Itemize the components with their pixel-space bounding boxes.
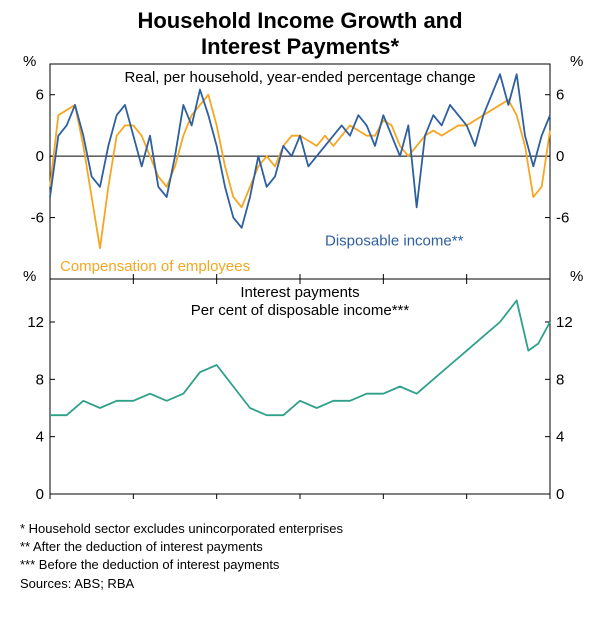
- svg-text:0: 0: [556, 148, 564, 165]
- svg-text:6: 6: [36, 87, 44, 104]
- svg-text:%: %: [570, 268, 583, 285]
- svg-text:4: 4: [36, 429, 44, 446]
- svg-text:%: %: [570, 53, 583, 70]
- footnote: * Household sector excludes unincorporat…: [0, 520, 600, 538]
- svg-text:12: 12: [556, 314, 573, 331]
- footnote: *** Before the deduction of interest pay…: [0, 556, 600, 574]
- svg-text:-6: -6: [31, 210, 44, 227]
- svg-text:4: 4: [556, 429, 564, 446]
- svg-text:Disposable income**: Disposable income**: [325, 232, 464, 249]
- svg-text:Real, per household, year-ende: Real, per household, year-ended percenta…: [124, 69, 475, 86]
- svg-text:Per cent of disposable income*: Per cent of disposable income***: [191, 302, 410, 319]
- svg-text:8: 8: [36, 371, 44, 388]
- sources: Sources: ABS; RBA: [0, 575, 600, 593]
- svg-text:Compensation of employees: Compensation of employees: [60, 258, 250, 275]
- chart-svg: -6 -6 0 0 6 6%% Real, per household, year-ende…: [0, 0, 600, 500]
- chart-container: Household Income Growth and Interest Pay…: [0, 0, 600, 631]
- svg-text:Interest payments: Interest payments: [240, 284, 359, 301]
- svg-text:8: 8: [556, 371, 564, 388]
- svg-text:0: 0: [36, 486, 44, 500]
- svg-text:-6: -6: [556, 210, 569, 227]
- svg-text:0: 0: [556, 486, 564, 500]
- footnotes: * Household sector excludes unincorporat…: [0, 520, 600, 593]
- svg-text:%: %: [23, 268, 36, 285]
- svg-text:%: %: [23, 53, 36, 70]
- svg-text:0: 0: [36, 148, 44, 165]
- svg-text:12: 12: [27, 314, 44, 331]
- svg-text:6: 6: [556, 87, 564, 104]
- footnote: ** After the deduction of interest payme…: [0, 538, 600, 556]
